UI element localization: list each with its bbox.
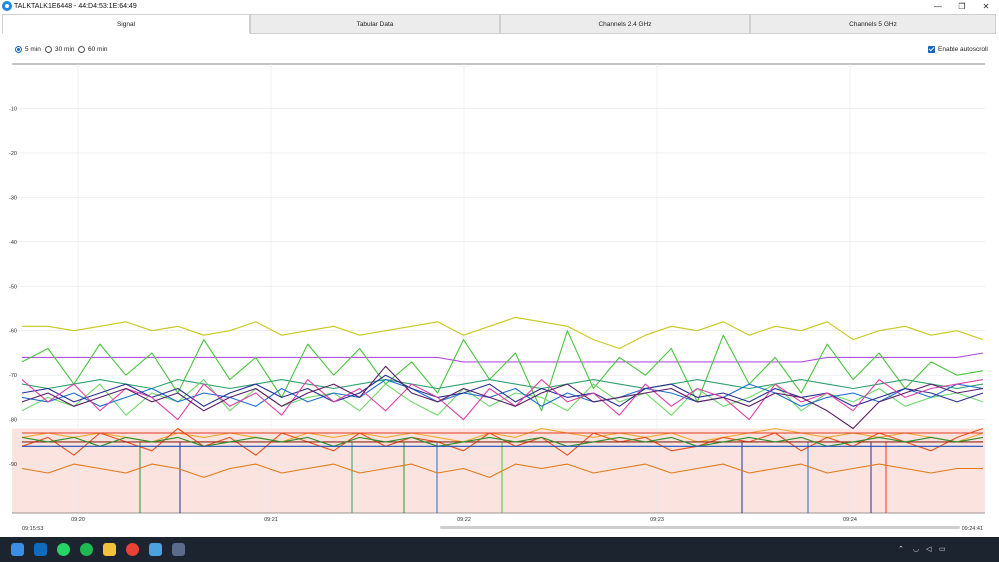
autoscroll-checkbox[interactable] <box>928 46 935 53</box>
y-tick-label: -90 <box>9 462 17 468</box>
series-line <box>21 374 984 407</box>
chevron-up-icon[interactable]: ⌃ <box>898 546 904 553</box>
series-line <box>21 330 984 412</box>
start-icon[interactable] <box>11 543 24 556</box>
app-wifi-icon <box>2 1 12 11</box>
y-tick-label: -60 <box>9 329 17 335</box>
minimize-button[interactable]: — <box>934 2 942 11</box>
radio-30-min[interactable] <box>45 46 52 53</box>
y-tick-label: -10 <box>9 106 17 112</box>
series-line <box>21 436 984 447</box>
maximize-button[interactable]: ❐ <box>958 2 966 11</box>
y-tick-label: -30 <box>9 195 17 201</box>
whatsapp-icon[interactable] <box>57 543 70 556</box>
tab-channels-2-4-ghz[interactable]: Channels 2.4 GHz <box>500 14 750 34</box>
x-tick-label: 09:21 <box>264 517 278 523</box>
radio-5-min[interactable] <box>15 46 22 53</box>
series-line <box>22 352 984 363</box>
y-tick-label: -40 <box>9 240 17 246</box>
autoscroll-label[interactable]: Enable autoscroll <box>938 46 988 53</box>
outlook-icon[interactable] <box>34 543 47 556</box>
series-line <box>21 379 984 416</box>
tab-signal[interactable]: Signal <box>2 14 250 34</box>
x-tick-label: 09:20 <box>71 517 85 523</box>
x-tick-label: 09:23 <box>650 517 664 523</box>
window-title: TALKTALK1E6448 - 44:D4:53:1E:64:49 <box>14 3 137 10</box>
x-tick-label: 09:24 <box>843 517 857 523</box>
series-line <box>22 316 984 350</box>
radio-60-min-label[interactable]: 60 min <box>88 46 108 53</box>
tab-tabular-data[interactable]: Tabular Data <box>250 14 500 34</box>
radio-60-min[interactable] <box>78 46 85 53</box>
series-line <box>21 379 984 421</box>
tab-channels-5-ghz[interactable]: Channels 5 GHz <box>750 14 996 34</box>
chrome-icon[interactable] <box>126 543 139 556</box>
wifi-icon[interactable]: ◡ <box>913 546 920 553</box>
x-tick-label: 09:22 <box>457 517 471 523</box>
close-button[interactable]: ✕ <box>982 2 990 11</box>
series-line <box>21 379 984 390</box>
series-line <box>21 427 984 443</box>
volume-icon[interactable]: ◁ <box>926 546 932 553</box>
series-line <box>21 463 983 478</box>
app-icon[interactable] <box>172 543 185 556</box>
series-line <box>21 365 984 430</box>
y-tick-label: -70 <box>9 373 17 379</box>
tab-bar: Signal Tabular Data Channels 2.4 GHz Cha… <box>2 14 996 35</box>
battery-icon[interactable]: ▭ <box>939 546 946 553</box>
weak-signal-zone <box>12 428 985 513</box>
x-end-label: 09:24:41 <box>962 526 983 532</box>
y-tick-label: -80 <box>9 418 17 424</box>
radio-30-min-label[interactable]: 30 min <box>55 46 75 53</box>
y-tick-label: -20 <box>9 151 17 157</box>
taskbar: ⌃ ◡ ◁ ▭ <box>0 537 999 562</box>
radio-5-min-label[interactable]: 5 min <box>25 46 41 53</box>
file-explorer-icon[interactable] <box>103 543 116 556</box>
title-bar: TALKTALK1E6448 - 44:D4:53:1E:64:49 — ❐ ✕ <box>0 0 999 13</box>
spotify-icon[interactable] <box>80 543 93 556</box>
y-tick-label: -50 <box>9 284 17 290</box>
signal-chart: -10 -20 -30 -40 -50 -60 -70 -80 -90 09:20 09:21 09:… <box>9 63 985 532</box>
timeline-scrollbar <box>440 526 960 529</box>
wifi-analyzer-icon[interactable] <box>149 543 162 556</box>
x-start-label: 09:15:53 <box>22 526 43 532</box>
